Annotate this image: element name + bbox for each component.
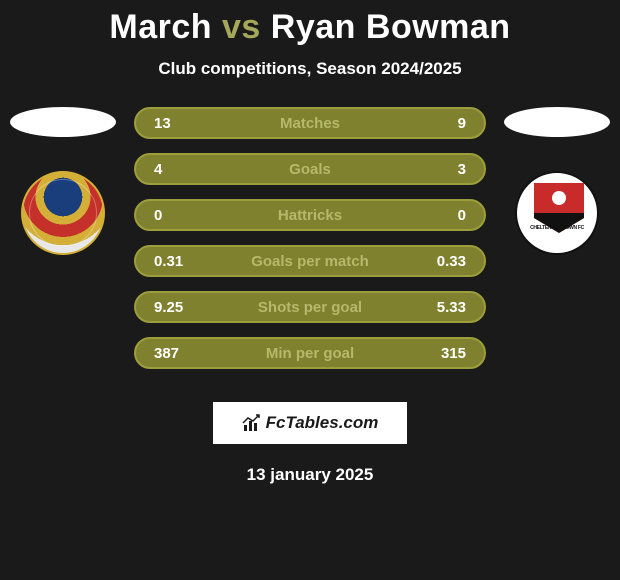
stat-left-value: 387 (154, 345, 196, 362)
stat-left-value: 9.25 (154, 299, 196, 316)
vs-separator: vs (222, 8, 261, 46)
brand-logo-box: FcTables.com (210, 399, 410, 447)
stat-right-value: 9 (424, 115, 466, 132)
stat-row: 13Matches9 (134, 107, 486, 139)
date-text: 13 january 2025 (0, 465, 620, 485)
stats-list: 13Matches9 4Goals3 0Hattricks0 0.31Goals pe… (118, 107, 502, 369)
stat-right-value: 315 (424, 345, 466, 362)
player1-silhouette (10, 107, 116, 137)
stat-label: Shots per goal (196, 299, 424, 316)
club-badge-right: CHELTENHAM TOWN FC (515, 171, 599, 255)
player1-name: March (109, 8, 212, 46)
stat-label: Hattricks (196, 207, 424, 224)
stat-row: 0.31Goals per match0.33 (134, 245, 486, 277)
stat-right-value: 3 (424, 161, 466, 178)
player2-silhouette (504, 107, 610, 137)
stat-label: Min per goal (196, 345, 424, 362)
subtitle: Club competitions, Season 2024/2025 (0, 59, 620, 79)
stat-right-value: 0 (424, 207, 466, 224)
stat-left-value: 4 (154, 161, 196, 178)
stat-row: 0Hattricks0 (134, 199, 486, 231)
stat-right-value: 0.33 (424, 253, 466, 270)
page-title: March vs Ryan Bowman (0, 8, 620, 47)
stat-label: Goals (196, 161, 424, 178)
stat-left-value: 13 (154, 115, 196, 132)
main-content: 13Matches9 4Goals3 0Hattricks0 0.31Goals pe… (0, 107, 620, 369)
comparison-card: March vs Ryan Bowman Club competitions, … (0, 0, 620, 485)
club-badge-right-text: CHELTENHAM TOWN FC (517, 225, 597, 231)
stat-left-value: 0 (154, 207, 196, 224)
stat-label: Matches (196, 115, 424, 132)
stat-row: 387Min per goal315 (134, 337, 486, 369)
stat-row: 4Goals3 (134, 153, 486, 185)
chart-icon (242, 413, 262, 433)
stat-right-value: 5.33 (424, 299, 466, 316)
right-side: CHELTENHAM TOWN FC (502, 107, 612, 255)
brand-text: FcTables.com (266, 413, 379, 433)
player2-name: Ryan Bowman (271, 8, 511, 46)
stat-left-value: 0.31 (154, 253, 196, 270)
club-badge-left (21, 171, 105, 255)
stat-row: 9.25Shots per goal5.33 (134, 291, 486, 323)
left-side (8, 107, 118, 255)
stat-label: Goals per match (196, 253, 424, 270)
